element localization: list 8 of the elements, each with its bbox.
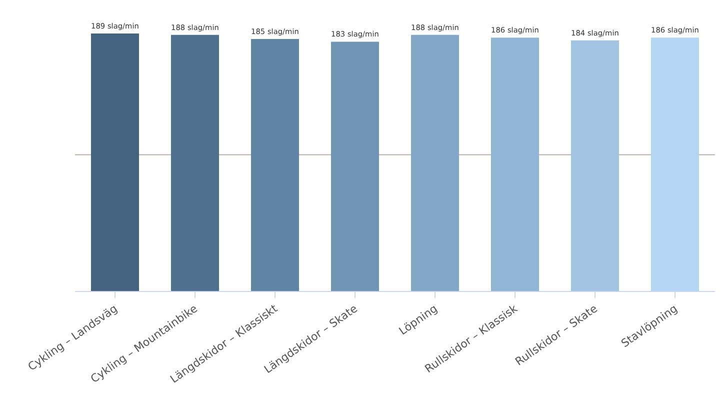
bar <box>91 34 139 291</box>
bar <box>571 40 619 291</box>
bar <box>171 34 219 291</box>
bar <box>331 42 379 291</box>
bar <box>251 39 299 291</box>
bar <box>411 34 459 291</box>
bar <box>651 38 699 291</box>
bar <box>491 38 539 291</box>
